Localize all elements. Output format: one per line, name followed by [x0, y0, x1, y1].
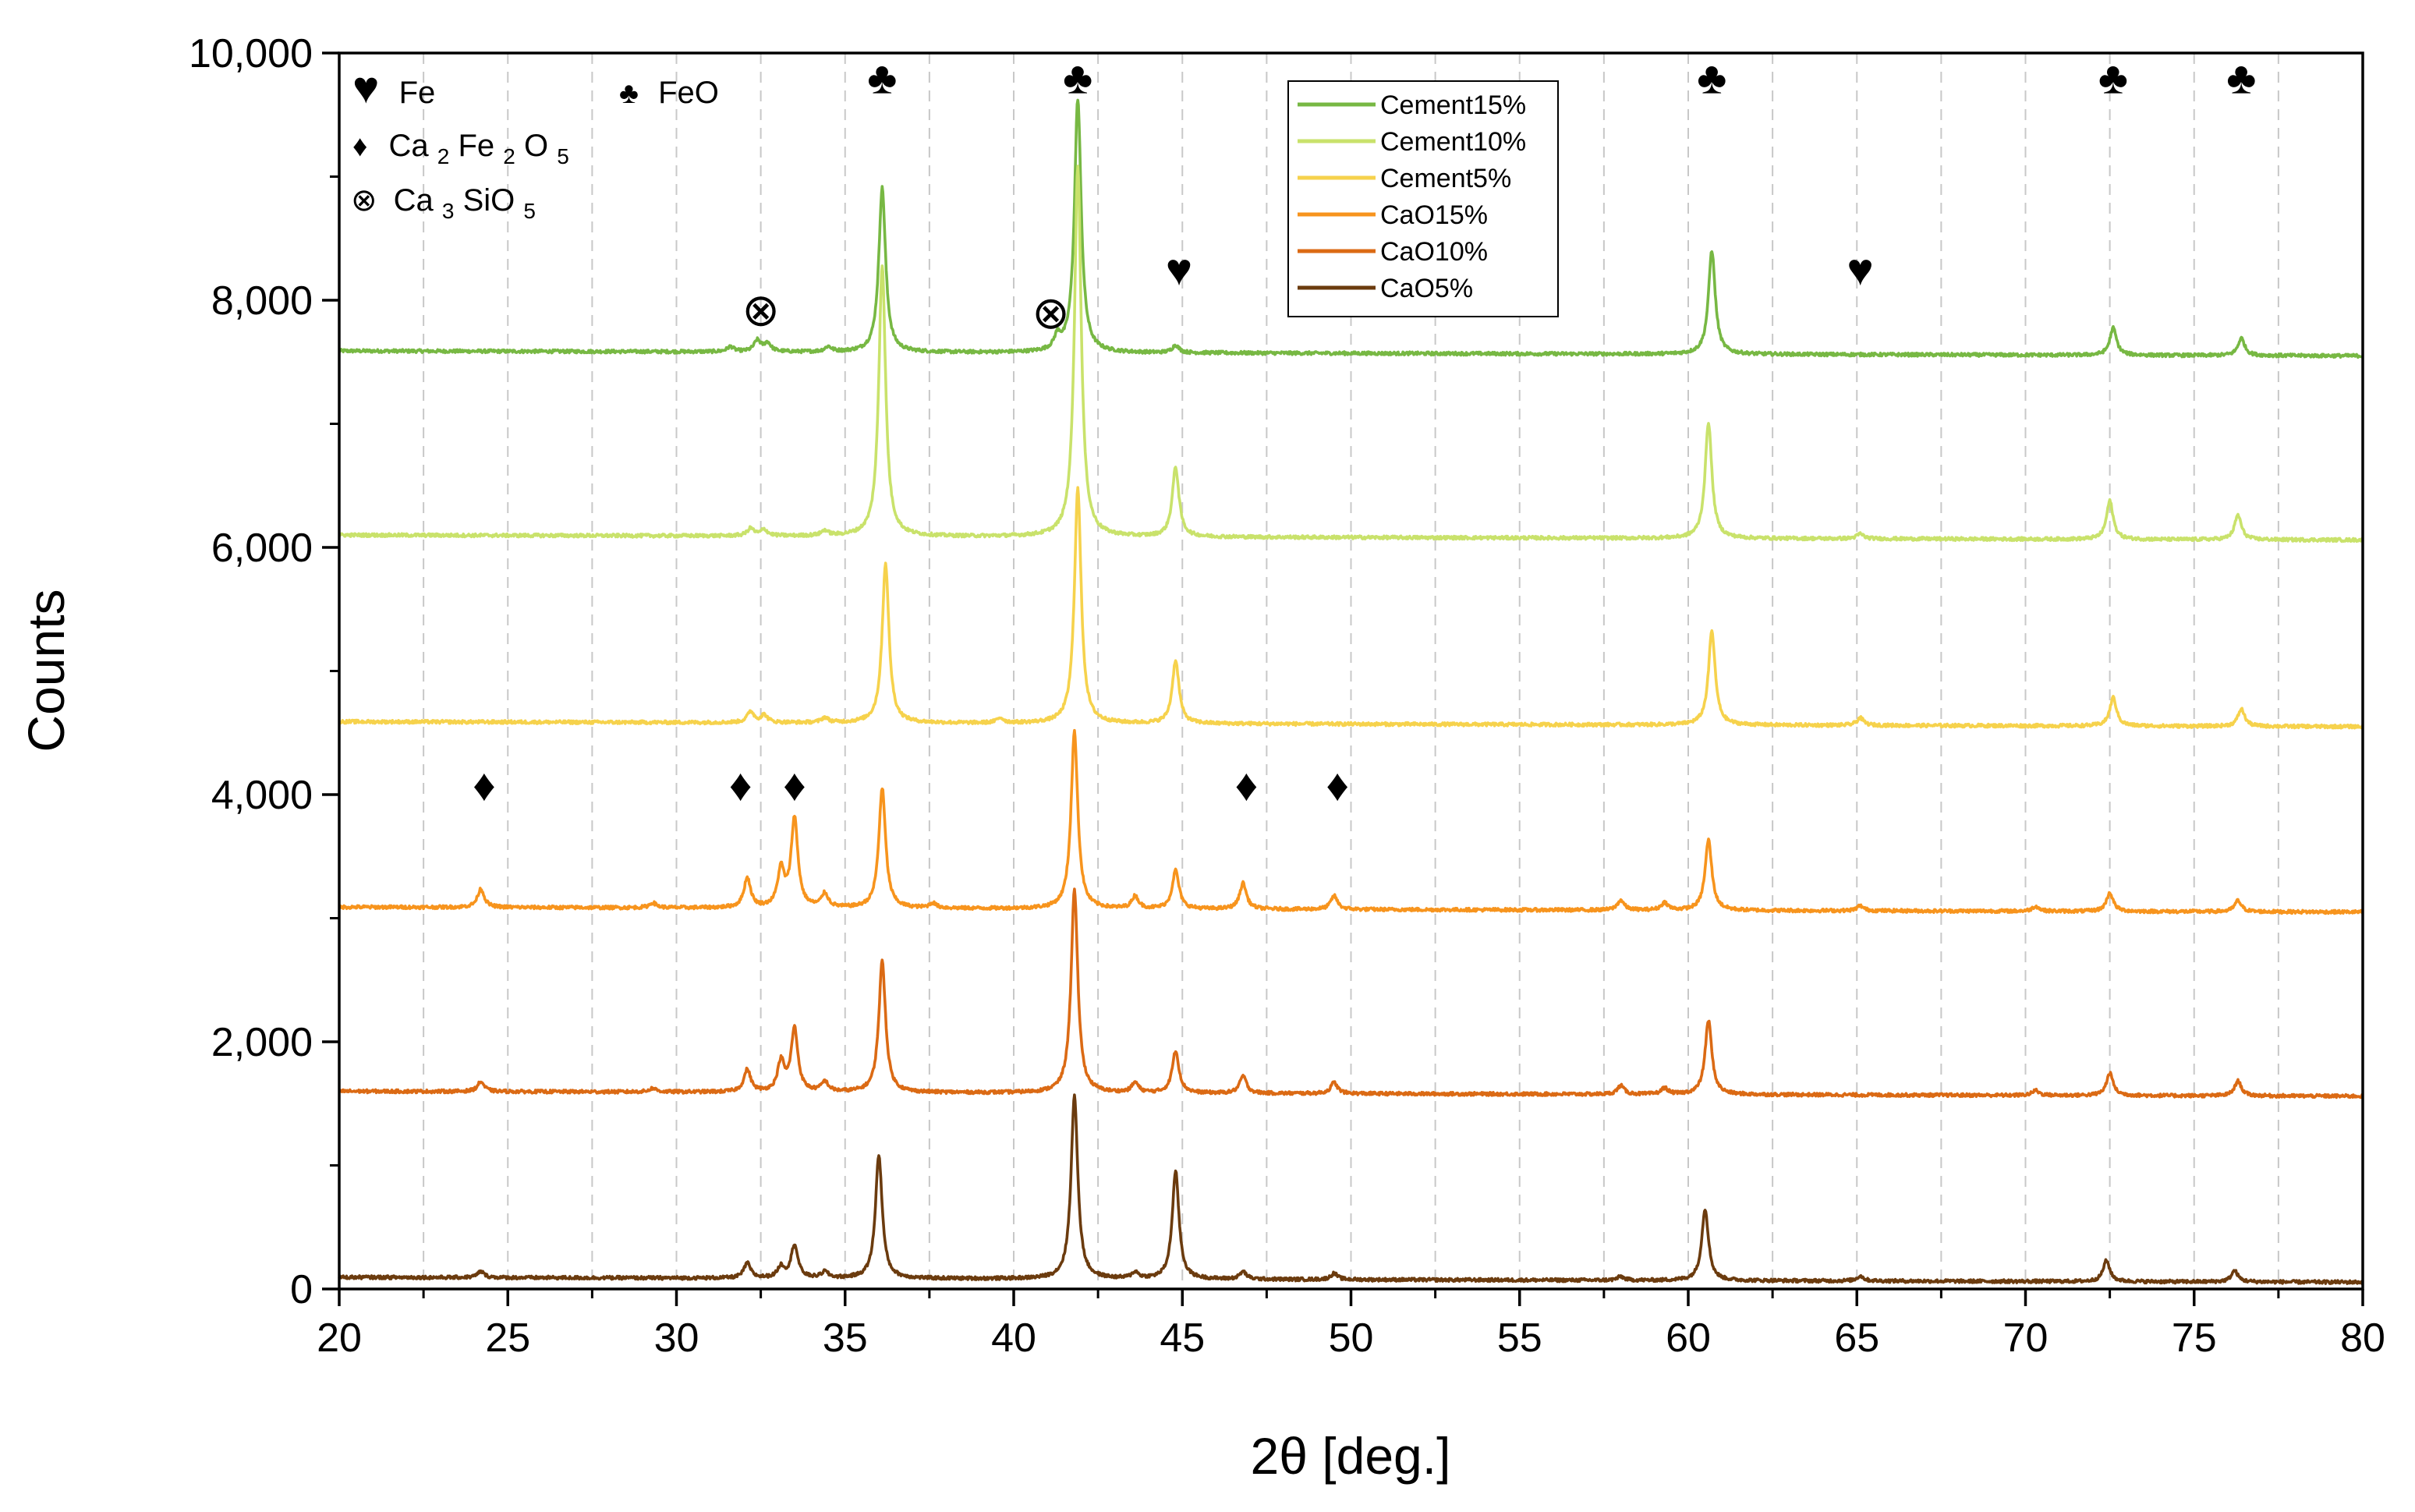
phase-formula-part: Fe [458, 129, 494, 163]
legend-label: CaO15% [1380, 200, 1488, 230]
legend-label: CaO10% [1380, 237, 1488, 267]
x-tick-label: 55 [1497, 1315, 1542, 1361]
peak-marker: ♦ [729, 760, 752, 810]
x-axis-title: 2θ [deg.] [1251, 1427, 1451, 1485]
series-line [338, 98, 2364, 359]
peak-marker: ♣ [1063, 53, 1092, 104]
x-tick-label: 80 [2340, 1315, 2385, 1361]
phase-formula-part: Fe [399, 76, 436, 110]
y-tick-label: 10,000 [189, 31, 313, 76]
phase-formula-sub: 3 [442, 199, 455, 223]
series-lines [338, 98, 2364, 1285]
phase-formula-part: Ca [394, 183, 434, 218]
x-tick-label: 65 [1834, 1315, 1879, 1361]
peak-marker: ♣ [1697, 53, 1726, 104]
phase-entry: ♥ Fe [352, 62, 435, 113]
legend-label: Cement15% [1380, 90, 1526, 120]
peak-marker: ♦ [1235, 760, 1259, 810]
phase-formula-part: Ca [389, 129, 430, 163]
phase-formula-sub: 2 [437, 144, 450, 168]
legend-box [1287, 80, 1559, 317]
legend-entries: Cement15% Cement10% Cement5% CaO15% CaO10% Ca… [1298, 90, 1526, 303]
x-tick-label: 45 [1160, 1315, 1205, 1361]
phase-formula-sub: 5 [523, 199, 536, 223]
peak-marker: ♦ [1326, 760, 1349, 810]
peak-marker: ⊗ [1032, 288, 1070, 338]
phase-formula-part: FeO [658, 76, 719, 110]
phase-legend: ♥ Fe ♦ Ca 2 Fe 2 O 5 ⊗ Ca 3 SiO 5 ♣ FeO [351, 62, 719, 225]
phase-symbol: ♥ [352, 62, 379, 113]
x-tick-label: 35 [823, 1315, 868, 1361]
series-line [338, 887, 2364, 1099]
phase-formula-part: SiO [463, 183, 515, 218]
y-axis-title: Counts [17, 589, 75, 752]
series-line [338, 165, 2364, 544]
peak-marker: ♣ [867, 53, 897, 104]
peak-marker: ♥ [1847, 244, 1873, 295]
phase-symbol: ♦ [352, 130, 367, 163]
legend-label: Cement10% [1380, 127, 1526, 157]
phase-formula-sub: 2 [503, 144, 515, 168]
x-tick-label: 70 [2003, 1315, 2049, 1361]
x-tick-label: 60 [1666, 1315, 1711, 1361]
x-tick-label: 30 [654, 1315, 699, 1361]
x-tick-label: 25 [485, 1315, 530, 1361]
x-tick-label: 75 [2172, 1315, 2217, 1361]
peak-marker: ♥ [1166, 244, 1192, 295]
peak-marker: ♣ [2226, 53, 2256, 104]
x-tick-label: 40 [991, 1315, 1036, 1361]
series-line [338, 728, 2364, 915]
phase-symbol: ♣ [619, 77, 639, 110]
peak-annotations: ♣ ♣ ♣ ♣ ♣ ⊗ ⊗ ♥ ♥ ♦ ♦ ♦ ♦ ♦ [473, 53, 2256, 811]
phase-symbol: ⊗ [351, 183, 377, 218]
series-line [338, 486, 2364, 730]
y-tick-label: 0 [290, 1267, 313, 1312]
phase-entry: ⊗ Ca 3 SiO 5 [351, 183, 536, 225]
legend-label: Cement5% [1380, 164, 1511, 193]
axis-ticks: 20 25 30 35 40 45 50 55 60 65 70 75 8002,0004,0006,0… [189, 31, 2385, 1361]
phase-entry: ♦ Ca 2 Fe 2 O 5 [352, 129, 569, 171]
y-tick-label: 2,000 [211, 1020, 313, 1065]
y-tick-label: 4,000 [211, 773, 313, 818]
series-line [338, 1093, 2364, 1285]
peak-marker: ♦ [473, 760, 496, 810]
peak-marker: ♦ [783, 760, 806, 810]
y-tick-label: 8,000 [211, 278, 313, 324]
phase-formula-sub: 5 [557, 144, 569, 168]
series-legend: Cement15% Cement10% Cement5% CaO15% CaO10% Ca… [1287, 80, 1559, 317]
phase-entry: ♣ FeO [619, 76, 719, 110]
peak-marker: ♣ [2098, 53, 2128, 104]
peak-marker: ⊗ [742, 285, 780, 336]
x-tick-label: 20 [317, 1315, 362, 1361]
x-tick-label: 50 [1329, 1315, 1374, 1361]
phase-formula-part: O [524, 129, 548, 163]
legend-label: CaO5% [1380, 274, 1473, 303]
y-tick-label: 6,000 [211, 526, 313, 571]
